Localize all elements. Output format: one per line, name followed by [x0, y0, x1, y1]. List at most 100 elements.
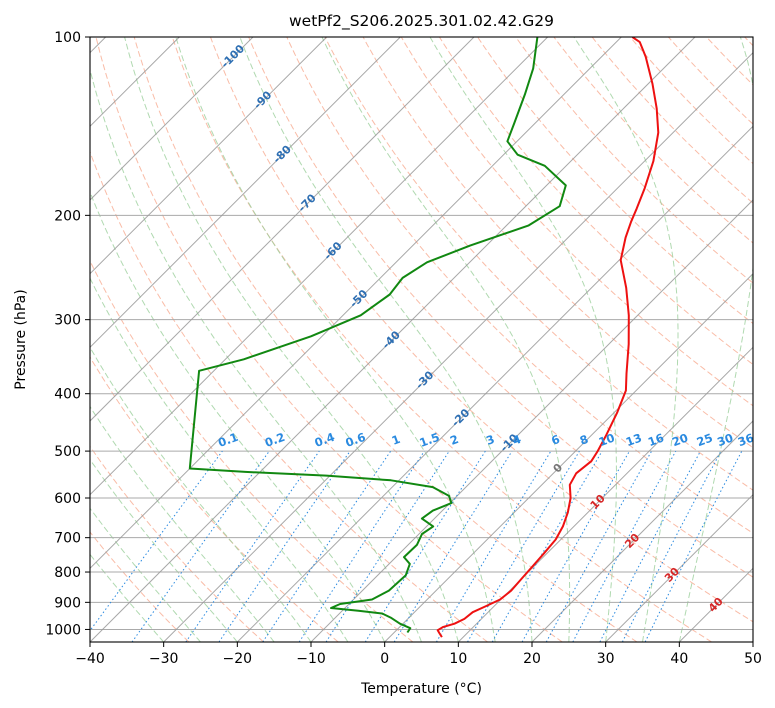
x-tick-label: −10 — [296, 651, 326, 667]
mixing-ratio-label: 36 — [736, 431, 756, 450]
isotherm-line — [605, 493, 753, 642]
mixing-ratio-label: 1.5 — [418, 430, 442, 450]
moist-adiabat-line — [90, 190, 386, 642]
dry-adiabat-line — [668, 37, 753, 125]
isotherm-line — [310, 199, 753, 642]
mixing-ratio-line — [325, 450, 450, 642]
dry-adiabat-line — [286, 37, 753, 534]
mixing-ratio-label: 0.6 — [343, 430, 367, 450]
y-tick-label: 500 — [54, 444, 81, 460]
mixing-ratio-label: 10 — [597, 431, 617, 450]
x-tick-label: −20 — [223, 651, 253, 667]
moist-adiabat-line — [90, 346, 312, 642]
isotherm-line — [752, 641, 753, 642]
mixing-ratio-label: 6 — [549, 432, 561, 448]
isotherm-line — [678, 567, 753, 642]
mixing-ratio-line — [435, 450, 552, 642]
dry-adiabat-line — [706, 37, 753, 86]
y-tick-label: 100 — [54, 30, 81, 46]
mixing-ratio-line — [545, 450, 653, 642]
isotherm-line — [90, 37, 475, 422]
isotherm-line — [90, 37, 549, 496]
dry-adiabat-line — [90, 150, 488, 642]
x-tick-label: 50 — [744, 651, 762, 667]
dry-adiabat-line — [248, 37, 753, 578]
mixing-ratio-label: 1 — [390, 432, 402, 448]
mixing-ratio-line — [90, 450, 223, 632]
isotherm-label: -50 — [347, 287, 370, 310]
isotherm-line — [384, 272, 753, 642]
moist-adiabat-line — [429, 37, 617, 642]
dry-adiabat-line — [90, 445, 264, 642]
mixing-ratio-line — [467, 450, 580, 642]
dry-adiabat-line — [477, 37, 753, 325]
moist-adiabat-line — [239, 37, 533, 642]
background-lines — [90, 37, 753, 642]
y-tick-label: 600 — [54, 491, 81, 507]
moist-adiabat-line — [90, 458, 238, 642]
moist-adiabat-line — [573, 37, 679, 642]
moist-adiabat-line — [678, 37, 753, 642]
chart-title: wetPf2_S206.2025.301.02.42.G29 — [289, 12, 554, 31]
mixing-ratio-line — [298, 450, 425, 642]
moist-adiabat-line — [90, 553, 165, 642]
dry-adiabat-line — [744, 37, 753, 47]
isotherm-line — [90, 37, 622, 570]
isotherm-line — [90, 37, 254, 201]
mixing-ratio-label: 8 — [578, 432, 590, 448]
moist-adiabat-line — [124, 37, 459, 642]
line-labels: -100-90-80-70-60-50-40-30-20-10010203040… — [216, 42, 756, 615]
mixing-ratio-line — [185, 450, 320, 642]
mixing-ratio-label: 16 — [646, 431, 666, 450]
moist-adiabat-line — [321, 37, 571, 642]
mixing-ratio-line — [218, 450, 351, 642]
y-tick-label: 800 — [54, 565, 81, 581]
temperature-profile — [436, 37, 660, 638]
mixing-ratio-label: 20 — [670, 431, 690, 450]
y-tick-label: 700 — [54, 531, 81, 547]
mixing-ratio-label: 3 — [484, 432, 496, 448]
mixing-ratio-label: 30 — [715, 431, 735, 450]
moist-adiabat-line — [90, 277, 349, 642]
dewpoint-profile — [188, 37, 567, 634]
dry-adiabat-line — [95, 37, 563, 642]
dry-adiabat-line — [90, 531, 190, 642]
dry-adiabat-line — [400, 37, 753, 407]
mixing-ratio-label: 0.1 — [216, 430, 240, 450]
mixing-ratio-line — [644, 450, 743, 642]
profile-series — [188, 37, 660, 638]
x-tick-label: 0 — [380, 651, 389, 667]
isotherm-line — [90, 37, 328, 275]
moist-adiabat-line — [90, 67, 422, 642]
x-tick-label: −30 — [149, 651, 179, 667]
y-tick-label: 1000 — [45, 622, 81, 638]
y-tick-label: 400 — [54, 387, 81, 403]
dry-adiabat-line — [324, 37, 753, 491]
dry-adiabat-line — [553, 37, 753, 244]
x-tick-label: −40 — [75, 651, 105, 667]
isotherm-line — [531, 420, 753, 642]
y-tick-label: 900 — [54, 595, 81, 611]
dry-adiabat-line — [438, 37, 753, 366]
mixing-ratio-label: 0.2 — [263, 430, 287, 450]
dry-adiabat-line — [591, 37, 753, 204]
isotherm-label: -20 — [449, 406, 472, 429]
dry-adiabat-line — [90, 356, 339, 642]
dry-adiabat-line — [515, 37, 753, 284]
axes: −40 −30 −20 −10 0 10 20 30 40 50 1000 900 800 700 600 5… — [45, 30, 762, 667]
mixing-ratio-line — [393, 450, 513, 642]
isotherm-line — [457, 346, 753, 642]
mixing-ratio-line — [262, 450, 392, 642]
isotherm-line — [90, 37, 696, 642]
mixing-ratio-label: 13 — [624, 431, 644, 450]
mixing-ratio-label: 25 — [695, 431, 715, 450]
mixing-ratio-line — [572, 450, 677, 642]
isotherm-line — [90, 37, 401, 349]
plot-frame — [89, 36, 754, 643]
dry-adiabat-label: 30 — [662, 565, 682, 585]
x-tick-label: 10 — [449, 651, 467, 667]
moist-adiabat-line — [175, 37, 496, 642]
x-tick-label: 20 — [523, 651, 541, 667]
moist-adiabat-line — [90, 507, 201, 642]
